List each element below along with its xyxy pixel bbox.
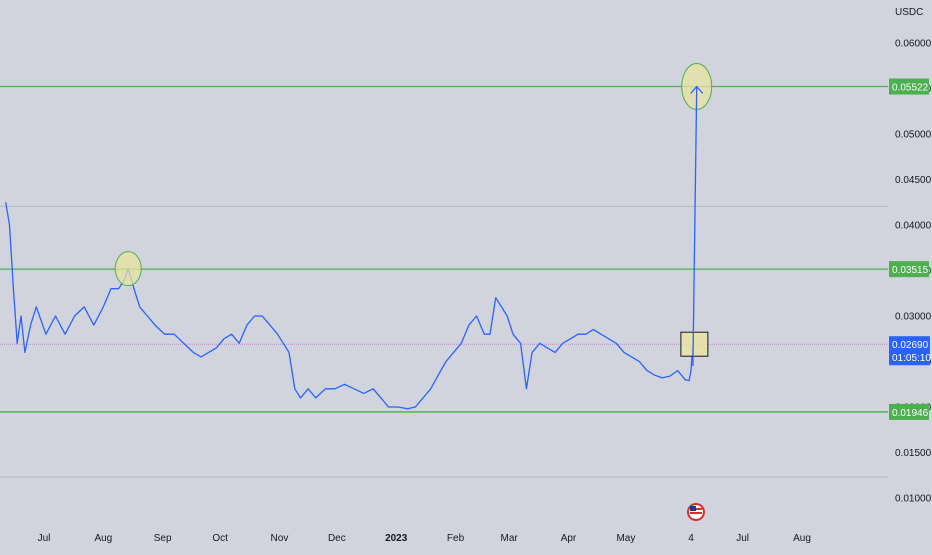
- price-tag-value: 0.02690: [892, 340, 929, 351]
- price-series-line[interactable]: [5, 202, 694, 410]
- flag-canton: [689, 506, 696, 511]
- y-tick-label: 0.05000: [895, 130, 932, 141]
- level-tag[interactable]: [889, 261, 929, 278]
- y-tick-label: 0.03000: [895, 312, 932, 323]
- level-tag-label: 0.05522: [892, 82, 929, 93]
- x-tick-label: Sep: [154, 533, 172, 544]
- currency-label: USDC: [895, 7, 923, 18]
- level-tag-label: 0.03515: [892, 265, 929, 276]
- x-tick-label: Jul: [736, 533, 749, 544]
- x-tick-label: May: [616, 533, 635, 544]
- flag-stripe: [689, 512, 702, 514]
- level-tag[interactable]: [889, 78, 929, 95]
- us-flag-icon[interactable]: [686, 503, 705, 521]
- x-tick-label: Feb: [447, 533, 465, 544]
- projection-arrow[interactable]: [692, 86, 698, 367]
- x-tick-label: Nov: [271, 533, 289, 544]
- price-tag-countdown: 01:05:10: [892, 353, 931, 364]
- y-tick-label: 0.04000: [895, 221, 932, 232]
- x-tick-label: Apr: [561, 533, 577, 544]
- level-tag[interactable]: [889, 403, 929, 420]
- y-tick-label: 0.01000: [895, 494, 932, 505]
- price-tag[interactable]: [889, 336, 930, 366]
- current-price-box[interactable]: [680, 331, 709, 357]
- y-tick-label: 0.04500: [895, 175, 932, 186]
- y-tick-label: 0.01500: [895, 448, 932, 459]
- x-tick-label: Dec: [328, 533, 346, 544]
- x-tick-label: Aug: [793, 533, 811, 544]
- highlight-circle-top-aug[interactable]: [114, 251, 142, 287]
- x-tick-label: Aug: [94, 533, 112, 544]
- x-tick-label: Mar: [501, 533, 519, 544]
- x-tick-label: 2023: [385, 533, 408, 544]
- arrow-head: [690, 85, 704, 94]
- x-tick-label: Jul: [38, 533, 51, 544]
- y-tick-label: 0.06000: [895, 39, 932, 50]
- x-tick-label: 4: [688, 533, 694, 544]
- level-tag-label: 0.01946: [892, 408, 929, 419]
- x-tick-label: Oct: [212, 533, 228, 544]
